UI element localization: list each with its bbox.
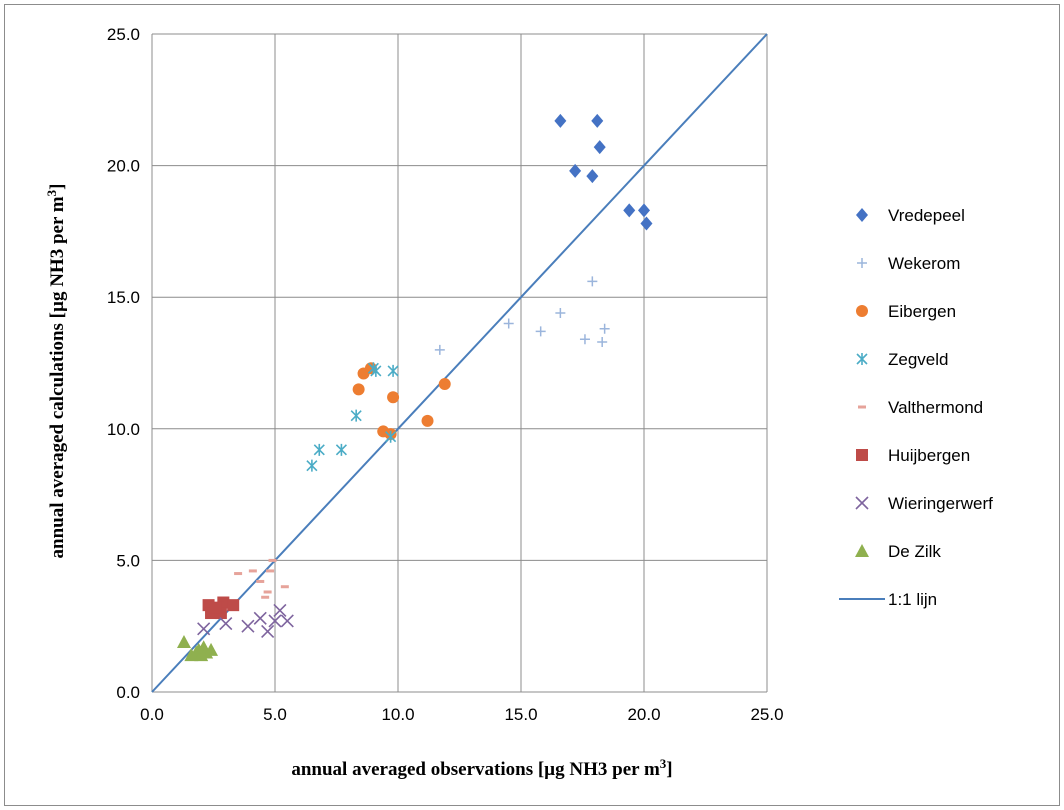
- legend-label-vredepeel: Vredepeel: [888, 206, 965, 225]
- x-axis-title-end: ]: [666, 759, 672, 780]
- point-vredepeel: [554, 113, 567, 128]
- y-axis-title-end: ]: [47, 184, 68, 190]
- legend-label-de-zilk: De Zilk: [888, 542, 941, 561]
- point-wieringerwerf: [197, 622, 211, 636]
- point-valthermond: [261, 595, 270, 599]
- point-vredepeel: [569, 163, 582, 178]
- point-valthermond: [268, 558, 277, 562]
- legend-label-valthermond: Valthermond: [888, 398, 983, 417]
- point-eibergen: [387, 391, 400, 404]
- chart-frame: [4, 4, 1060, 806]
- point-wekerom: [535, 326, 546, 337]
- point-valthermond: [263, 590, 272, 594]
- reference-line: [151, 33, 768, 693]
- point-wieringerwerf: [241, 619, 255, 633]
- x-tick-label: 10.0: [381, 705, 414, 724]
- point-eibergen: [421, 414, 434, 427]
- y-tick-label: 5.0: [116, 551, 140, 570]
- legend-marker-vredepeel: [856, 208, 868, 222]
- legend-label-eibergen: Eibergen: [888, 302, 956, 321]
- point-zegveld: [306, 459, 318, 472]
- legend-marker-zegveld: [856, 353, 868, 365]
- x-axis-title-main: annual averaged observations [µg NH3 per…: [291, 759, 660, 780]
- legend-marker-wieringerwerf: [855, 496, 869, 510]
- point-vredepeel: [623, 203, 636, 218]
- x-axis-title-sup: 3: [660, 756, 667, 771]
- point-eibergen: [352, 383, 365, 396]
- point-wekerom: [597, 336, 608, 347]
- gridlines: [151, 33, 768, 693]
- x-tick-label: 20.0: [627, 705, 660, 724]
- point-valthermond: [248, 569, 257, 573]
- point-wieringerwerf: [273, 603, 287, 617]
- legend-marker-de-zilk: [855, 544, 869, 557]
- point-vredepeel: [593, 140, 606, 155]
- point-valthermond: [280, 585, 289, 589]
- point-huijbergen: [227, 599, 240, 612]
- legend-label-1-1-lijn: 1:1 lijn: [888, 590, 937, 609]
- x-tick-label: 5.0: [263, 705, 287, 724]
- y-tick-labels: 0.0 5.0 10.0 15.0 20.0 25.0: [107, 25, 140, 702]
- point-wekerom: [599, 323, 610, 334]
- point-wieringerwerf: [280, 614, 294, 628]
- x-tick-labels: 0.0 5.0 10.0 15.0 20.0 25.0: [140, 705, 783, 724]
- point-wieringerwerf: [261, 624, 275, 639]
- legend-label-wieringerwerf: Wieringerwerf: [888, 494, 993, 513]
- legend-label-zegveld: Zegveld: [888, 350, 948, 369]
- y-axis-title: annual averaged calculations [µg NH3 per…: [44, 184, 68, 559]
- point-wieringerwerf: [219, 617, 233, 631]
- point-zegveld: [313, 443, 325, 456]
- y-axis-title-sup: 3: [44, 189, 59, 196]
- y-tick-label: 10.0: [107, 420, 140, 439]
- legend-marker-valthermond: [858, 405, 866, 409]
- point-de-zilk: [204, 642, 219, 656]
- point-zegveld: [387, 364, 399, 377]
- legend-marker-wekerom: [857, 258, 867, 268]
- point-wekerom: [503, 318, 514, 329]
- point-valthermond: [266, 569, 275, 573]
- x-tick-label: 0.0: [140, 705, 164, 724]
- legend-label-huijbergen: Huijbergen: [888, 446, 970, 465]
- point-eibergen: [357, 367, 370, 380]
- legend-marker-eibergen: [856, 305, 868, 317]
- point-wekerom: [434, 344, 445, 355]
- point-wieringerwerf: [253, 611, 267, 625]
- x-tick-label: 25.0: [750, 705, 783, 724]
- point-vredepeel: [586, 169, 599, 184]
- x-tick-label: 15.0: [504, 705, 537, 724]
- data-points: [176, 113, 653, 662]
- point-vredepeel: [640, 216, 653, 231]
- point-zegveld: [350, 409, 362, 422]
- y-axis-title-main: annual averaged calculations [µg NH3 per…: [47, 196, 68, 558]
- point-valthermond: [234, 572, 243, 576]
- point-vredepeel: [638, 203, 650, 218]
- point-wekerom: [579, 334, 590, 345]
- point-eibergen: [438, 378, 451, 391]
- point-zegveld: [370, 364, 382, 377]
- y-tick-label: 15.0: [107, 288, 140, 307]
- point-zegveld: [335, 443, 347, 456]
- point-zegveld: [385, 430, 397, 443]
- y-tick-label: 25.0: [107, 25, 140, 44]
- y-tick-label: 20.0: [107, 157, 140, 176]
- point-wieringerwerf: [268, 614, 282, 628]
- point-vredepeel: [591, 113, 604, 128]
- point-wekerom: [587, 276, 598, 287]
- legend: Vredepeel Wekerom Eibergen Zegveld Valthermo…: [839, 206, 993, 609]
- point-valthermond: [256, 579, 265, 583]
- legend-label-wekerom: Wekerom: [888, 254, 960, 273]
- point-de-zilk: [176, 634, 191, 648]
- legend-marker-huijbergen: [856, 449, 868, 461]
- y-tick-label: 0.0: [116, 683, 140, 702]
- point-huijbergen: [209, 601, 222, 614]
- reference-line-1-1: [151, 33, 768, 693]
- x-axis-title: annual averaged observations [µg NH3 per…: [291, 756, 672, 780]
- point-wekerom: [555, 307, 566, 318]
